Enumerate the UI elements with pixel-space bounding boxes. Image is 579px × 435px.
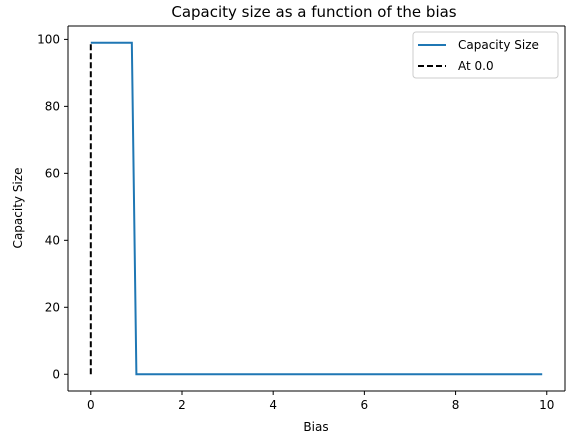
legend-box bbox=[412, 31, 559, 79]
x-tick-label: 2 bbox=[178, 398, 186, 412]
legend-label-1: Capacity Size bbox=[458, 38, 539, 52]
legend-label-2: At 0.0 bbox=[458, 59, 494, 73]
axes-layer bbox=[67, 25, 566, 392]
y-axis-label: Capacity Size bbox=[11, 168, 25, 249]
x-tick-label: 4 bbox=[269, 398, 277, 412]
y-tick-label: 0 bbox=[52, 367, 60, 381]
series-layer bbox=[89, 41, 543, 376]
chart-title: Capacity size as a function of the bias bbox=[171, 3, 456, 21]
y-tick-label: 100 bbox=[37, 32, 60, 46]
y-tick-label: 20 bbox=[45, 300, 60, 314]
legend: Capacity Size At 0.0 bbox=[412, 31, 559, 79]
x-tick-label: 0 bbox=[87, 398, 95, 412]
y-tick-label: 80 bbox=[45, 99, 60, 113]
x-axis-label: Bias bbox=[303, 420, 328, 434]
x-tick-label: 8 bbox=[452, 398, 460, 412]
series-line-1 bbox=[90, 41, 543, 376]
y-tick-label: 60 bbox=[45, 166, 60, 180]
plot-area bbox=[68, 26, 565, 391]
x-tick-label: 6 bbox=[361, 398, 369, 412]
x-tick-label: 10 bbox=[539, 398, 554, 412]
y-tick-label: 40 bbox=[45, 233, 60, 247]
